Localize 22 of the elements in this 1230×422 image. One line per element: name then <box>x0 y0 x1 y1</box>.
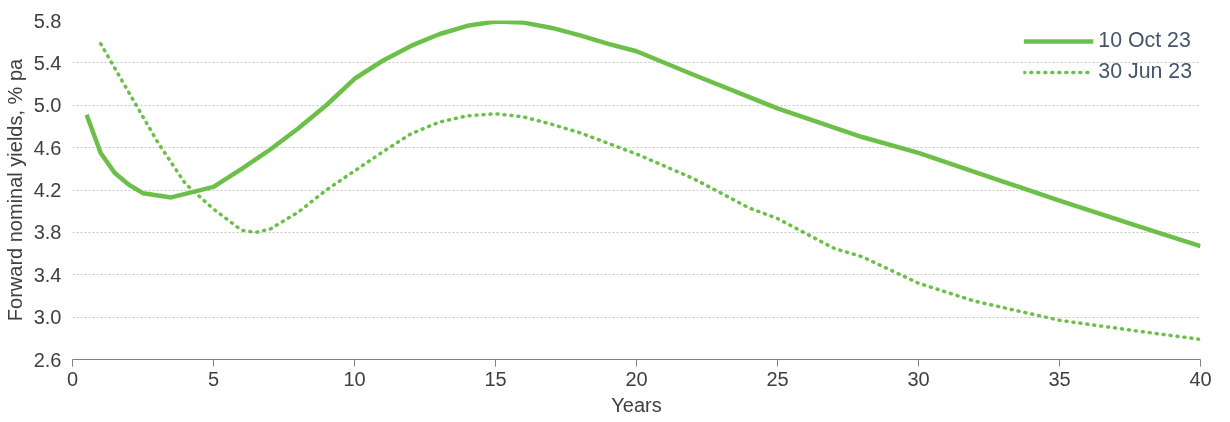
x-tick-label: 40 <box>1189 367 1212 390</box>
y-tick-label: 3.4 <box>33 263 62 286</box>
x-tick-label: 20 <box>625 367 648 390</box>
legend-label: 10 Oct 23 <box>1098 28 1191 53</box>
y-tick-label: 3.0 <box>33 306 62 329</box>
x-axis-title: Years <box>611 393 662 416</box>
y-tick-label: 2.6 <box>33 348 62 371</box>
x-tick-label: 25 <box>766 367 789 390</box>
y-tick-label: 4.2 <box>33 179 62 201</box>
y-tick-label: 4.6 <box>33 136 62 159</box>
x-tick-label: 10 <box>343 367 366 390</box>
y-axis-title: Forward nominal yields, % pa <box>3 57 26 322</box>
y-tick-label: 5.4 <box>33 51 62 74</box>
x-tick-label: 35 <box>1048 367 1071 390</box>
y-tick-label: 5.8 <box>33 9 62 32</box>
x-tick-label: 30 <box>907 367 930 390</box>
x-tick-label: 0 <box>66 367 79 390</box>
y-tick-label: 5.0 <box>33 94 62 117</box>
y-tick-label: 3.8 <box>33 221 62 244</box>
x-tick-label: 15 <box>484 367 507 390</box>
legend-label: 30 Jun 23 <box>1098 59 1192 84</box>
x-tick-label: 5 <box>207 367 220 390</box>
